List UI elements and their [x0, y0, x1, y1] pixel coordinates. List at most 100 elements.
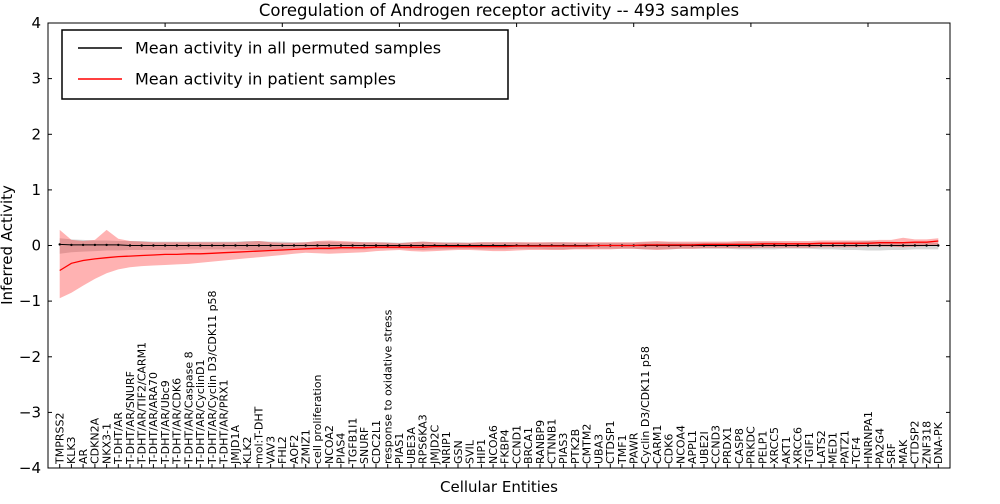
y-tick-label: 4	[31, 14, 41, 32]
x-tick-label: T-DHT/AR/CDK6	[171, 378, 184, 465]
x-tick-label: CTDSP2	[909, 421, 922, 464]
x-tick-label: TGFB1I1	[346, 418, 359, 465]
x-tick-label: PTK2B	[569, 429, 582, 464]
y-tick-label: −3	[19, 403, 41, 421]
x-tick-label: AR	[77, 448, 90, 464]
x-tick-label: PRKDC	[745, 426, 758, 464]
permuted-point-marker	[81, 243, 85, 247]
permuted-point-marker	[866, 244, 870, 247]
permuted-point-marker	[187, 244, 190, 247]
x-tick-label: XRCC5	[768, 427, 781, 464]
permuted-point-marker	[210, 244, 214, 247]
permuted-point-marker	[175, 244, 179, 247]
x-tick-label: RANBP9	[534, 420, 547, 464]
x-tick-label: T-DHT/AR/Caspase 8	[182, 351, 195, 465]
y-tick-label: −2	[19, 348, 41, 366]
permuted-point-marker	[374, 244, 378, 247]
permuted-point-marker	[409, 244, 413, 247]
permuted-point-marker	[316, 244, 319, 247]
plot-area: 43210−1−2−3−4TMPRSS2KLK3ARCDKN2ANKX3-1T-…	[19, 14, 950, 477]
y-tick-label: −4	[19, 459, 41, 477]
x-tick-label: PELP1	[756, 431, 769, 464]
x-tick-label: TGIF1	[803, 432, 816, 465]
legend-box	[61, 29, 509, 100]
x-tick-label: HIP1	[475, 439, 488, 464]
permuted-point-marker	[222, 244, 225, 247]
permuted-point-marker	[234, 244, 237, 247]
permuted-point-marker	[421, 244, 425, 247]
x-tick-label: PIAS3	[557, 433, 570, 464]
permuted-point-marker	[58, 243, 61, 246]
x-tick-label: CASP8	[733, 428, 746, 464]
permuted-mean-line	[59, 243, 939, 246]
x-tick-label: ZMIZ1	[300, 429, 313, 464]
x-tick-label: NCOA6	[487, 425, 500, 464]
permuted-point-marker	[339, 244, 343, 247]
y-tick-label: 1	[31, 181, 41, 199]
permuted-point-marker	[152, 244, 155, 247]
x-tick-label: JMJD1A	[229, 425, 242, 465]
permuted-point-marker	[855, 244, 858, 247]
x-tick-label: CCND1	[510, 425, 523, 464]
x-tick-label: SVIL	[464, 439, 477, 464]
x-tick-label: VAV3	[264, 436, 277, 464]
permuted-point-marker	[117, 243, 120, 247]
y-tick-label: 3	[31, 70, 41, 88]
x-tick-label: ZNF318	[920, 421, 933, 464]
x-tick-label: CTNNB1	[546, 419, 559, 464]
x-tick-label: T-DHT/AR/ARA70	[147, 372, 160, 465]
x-tick-label: APPL1	[686, 430, 699, 464]
x-tick-label: JMJD2C	[428, 425, 441, 465]
permuted-point-marker	[245, 244, 249, 247]
x-tick-label: DNA-PK	[932, 421, 945, 464]
x-tick-label: CARM1	[651, 425, 664, 464]
permuted-point-marker	[913, 244, 917, 247]
x-tick-label: TCF4	[850, 437, 863, 465]
permuted-point-marker	[937, 244, 940, 247]
x-tick-label: T-DHT/AR/TIF2/CARM1	[136, 342, 149, 465]
x-tick-label: FHL2	[276, 436, 289, 464]
permuted-point-marker	[140, 244, 143, 247]
x-tick-label: CCND3	[710, 425, 723, 464]
permuted-point-marker	[878, 244, 881, 247]
legend-patient-label: Mean activity in patient samples	[135, 70, 396, 89]
x-tick-label: MED1	[827, 432, 840, 464]
x-tick-label: PA2G4	[874, 428, 887, 464]
permuted-point-marker	[808, 244, 811, 247]
permuted-point-marker	[351, 244, 354, 247]
x-tick-label: NCOA2	[323, 425, 336, 464]
patient-confidence-band	[59, 229, 939, 299]
x-tick-label: PATZ1	[838, 430, 851, 464]
x-tick-label: GSN	[452, 440, 465, 464]
legend-permuted-label: Mean activity in all permuted samples	[135, 39, 441, 58]
permuted-point-marker	[796, 244, 799, 247]
permuted-point-marker	[925, 244, 928, 247]
x-tick-label: XRCC6	[792, 427, 805, 464]
permuted-point-marker	[761, 244, 764, 247]
permuted-point-marker	[70, 243, 73, 247]
permuted-point-marker	[93, 243, 97, 247]
permuted-point-marker	[784, 244, 788, 247]
permuted-point-marker	[901, 244, 905, 247]
x-tick-label: PIAS1	[393, 433, 406, 464]
x-tick-label: KLK2	[241, 436, 254, 464]
permuted-point-marker	[281, 244, 284, 247]
x-tick-label: Cyclin D3/CDK11 p58	[639, 346, 652, 464]
permuted-point-marker	[199, 244, 202, 247]
x-tick-label: T-DHT/AR/Cyclin D3/CDK11 p58	[206, 290, 219, 465]
x-tick-label: NRIP1	[440, 431, 453, 464]
x-tick-label: PRDX1	[721, 427, 734, 464]
x-tick-label: FKBP4	[499, 429, 512, 464]
x-tick-label: T-DHT/AR	[112, 412, 125, 465]
x-tick-label: CDC2L1	[370, 420, 383, 464]
y-tick-label: 2	[31, 125, 41, 143]
x-tick-label: AOF2	[288, 435, 301, 464]
x-tick-label: TMF1	[616, 434, 629, 465]
permuted-point-marker	[105, 243, 108, 247]
axes-frame	[47, 22, 951, 469]
x-tick-label: MAK	[897, 439, 910, 464]
x-tick-label: T-DHT/AR/CyclinD1	[194, 359, 207, 465]
x-tick-label: AKT1	[780, 436, 793, 464]
permuted-point-marker	[292, 244, 296, 247]
